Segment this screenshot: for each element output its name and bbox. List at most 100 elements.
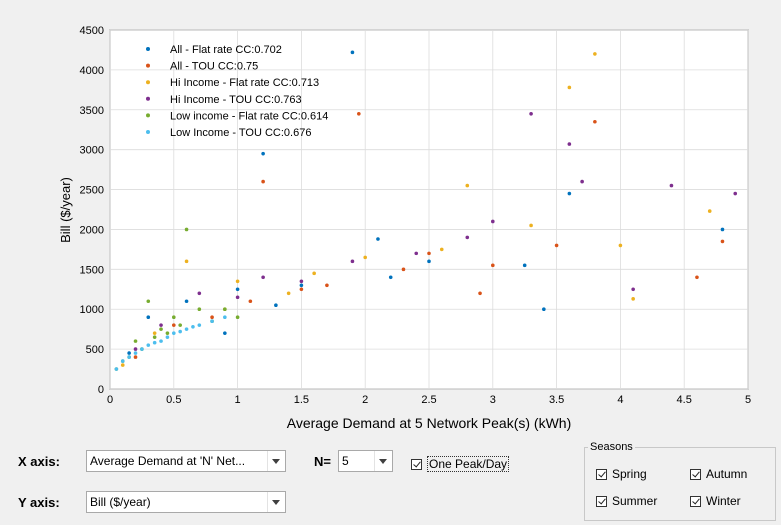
y-tick-label: 500: [86, 344, 104, 356]
chevron-down-icon[interactable]: [374, 451, 392, 471]
scatter-point: [439, 247, 444, 252]
y-axis-select[interactable]: Bill ($/year): [86, 491, 286, 513]
autumn-checkbox[interactable]: Autumn: [690, 467, 747, 481]
checkbox-checked-icon[interactable]: [690, 468, 701, 480]
scatter-point: [427, 259, 431, 264]
scatter-point: [274, 303, 278, 308]
axis-ticks: 0 0.5 1 1.5 2 2.5 3 3.5 4 4.5 5 0 500 1000 1500 2000 250…: [80, 25, 752, 406]
scatter-point: [720, 239, 725, 244]
scatter-point: [350, 259, 355, 264]
scatter-point: [191, 324, 195, 329]
scatter-point: [140, 347, 144, 351]
scatter-point: [172, 323, 176, 327]
seasons-title: Seasons: [588, 441, 635, 453]
x-axis-label: Average Demand at 5 Network Peak(s) (kWh…: [287, 415, 572, 431]
x-tick-label: 3: [490, 394, 496, 406]
one-peak-label: One Peak/Day: [427, 456, 510, 472]
scatter-point: [580, 179, 584, 184]
scatter-point: [491, 263, 495, 268]
scatter-point: [133, 355, 138, 359]
x-tick-label: 1: [235, 394, 241, 406]
winter-checkbox[interactable]: Winter: [690, 494, 741, 508]
spring-checkbox[interactable]: Spring: [596, 467, 647, 481]
checkbox-checked-icon[interactable]: [596, 468, 607, 480]
x-tick-label: 4: [617, 394, 623, 406]
scatter-point: [235, 295, 240, 300]
spring-label: Spring: [612, 467, 647, 481]
scatter-point: [529, 111, 533, 116]
scatter-point: [172, 315, 176, 320]
scatter-point: [159, 327, 163, 331]
n-select[interactable]: 5: [338, 450, 393, 472]
scatter-point: [172, 331, 176, 335]
checkbox-checked-icon[interactable]: [690, 495, 701, 507]
x-axis-select[interactable]: Average Demand at 'N' Net...: [86, 450, 286, 472]
scatter-point: [414, 251, 419, 256]
scatter-point: [299, 283, 304, 288]
data-points: [114, 50, 738, 371]
legend-entry: Hi Income - TOU CC:0.763: [170, 94, 302, 106]
chevron-down-icon[interactable]: [267, 451, 285, 471]
scatter-point: [669, 183, 674, 188]
x-axis-select-value: Average Demand at 'N' Net...: [90, 454, 246, 468]
scatter-point: [522, 263, 527, 268]
scatter-point: [363, 255, 368, 260]
seasons-group: [584, 447, 776, 521]
checkbox-checked-icon[interactable]: [411, 458, 422, 470]
y-tick-label: 3000: [80, 145, 104, 157]
scatter-point: [567, 85, 572, 90]
scatter-point: [695, 275, 699, 280]
scatter-point: [567, 191, 572, 196]
scatter-point: [261, 179, 265, 184]
y-tick-label: 2000: [80, 224, 104, 236]
one-peak-checkbox[interactable]: One Peak/Day: [411, 456, 510, 472]
x-tick-label: 0.5: [166, 394, 181, 406]
scatter-point: [197, 323, 202, 327]
y-tick-label: 1000: [80, 304, 104, 316]
n-label: N=: [314, 454, 331, 469]
scatter-point: [554, 243, 559, 248]
scatter-point: [286, 291, 291, 296]
n-select-value: 5: [342, 454, 349, 468]
chevron-down-icon[interactable]: [267, 492, 285, 512]
scatter-point: [223, 307, 227, 312]
y-tick-label: 4000: [80, 65, 104, 77]
scatter-point: [152, 340, 157, 345]
legend-entry: Low Income - TOU CC:0.676: [170, 127, 311, 139]
y-axis-label: Bill ($/year): [58, 177, 73, 243]
x-tick-label: 4.5: [677, 394, 692, 406]
scatter-point: [146, 343, 151, 347]
x-tick-label: 2.5: [421, 394, 436, 406]
scatter-point: [542, 307, 546, 312]
scatter-point: [299, 279, 304, 284]
scatter-point: [720, 227, 725, 232]
scatter-point: [165, 331, 170, 335]
scatter-point: [127, 351, 131, 355]
legend-entry: Low income - Flat rate CC:0.614: [170, 110, 328, 122]
checkbox-checked-icon[interactable]: [596, 495, 607, 507]
scatter-point: [261, 151, 265, 156]
legend-marker: [146, 96, 150, 101]
scatter-chart: 0 0.5 1 1.5 2 2.5 3 3.5 4 4.5 5 0 500 1000 1500 2000 250…: [58, 25, 752, 431]
scatter-point: [152, 335, 157, 339]
scatter-point: [248, 299, 253, 304]
scatter-point: [165, 335, 170, 339]
y-tick-label: 4500: [80, 25, 104, 37]
legend-marker: [146, 47, 150, 51]
y-axis-control-label: Y axis:: [18, 495, 60, 510]
scatter-point: [133, 351, 138, 355]
scatter-point: [491, 219, 495, 224]
scatter-point: [631, 297, 635, 301]
scatter-point: [127, 355, 131, 359]
legend: All - Flat rate CC:0.702 All - TOU CC:0.7…: [146, 44, 328, 139]
legend-entry: All - TOU CC:0.75: [170, 61, 258, 73]
scatter-point: [210, 315, 214, 320]
summer-checkbox[interactable]: Summer: [596, 494, 657, 508]
scatter-point: [178, 329, 182, 334]
scatter-point: [120, 363, 125, 367]
scatter-point: [357, 111, 361, 116]
y-tick-label: 1500: [80, 264, 104, 276]
scatter-point: [235, 287, 240, 292]
legend-entry: Hi Income - Flat rate CC:0.713: [170, 77, 319, 89]
scatter-point: [197, 291, 202, 296]
